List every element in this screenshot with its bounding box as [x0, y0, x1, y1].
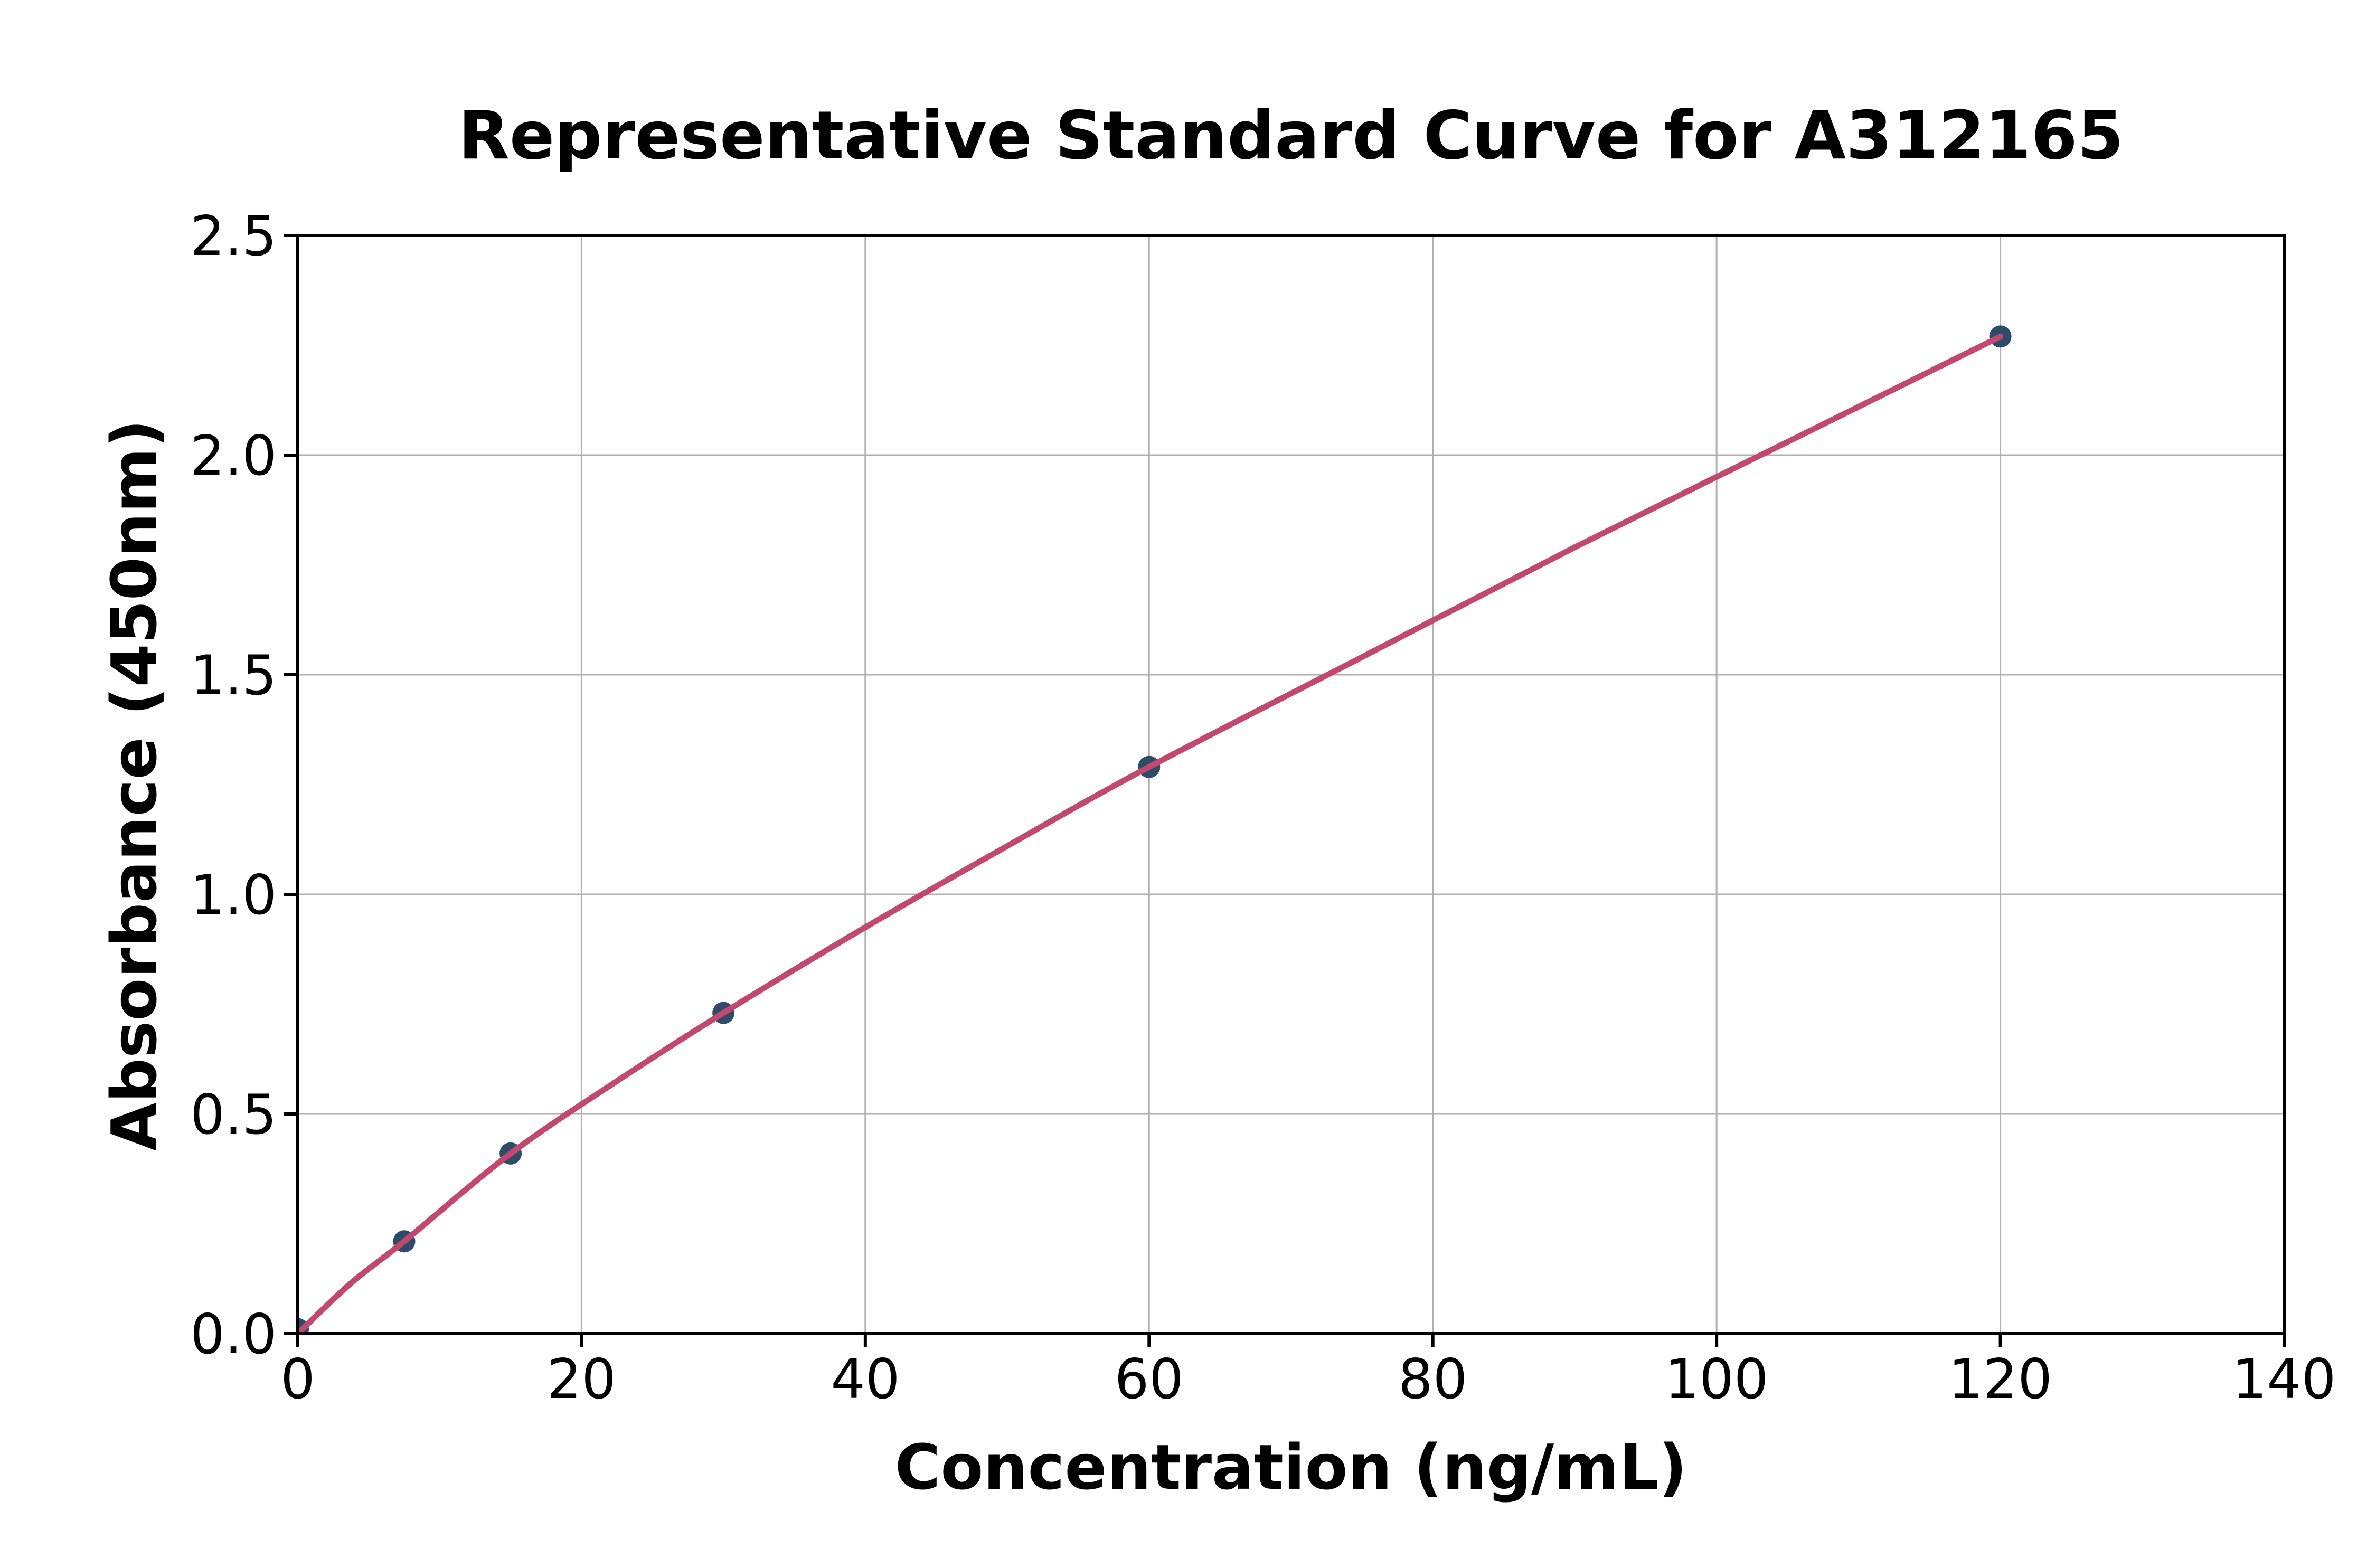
x-tick-label: 0: [280, 1348, 315, 1411]
tick-marks: [284, 234, 2286, 1347]
x-tick-label: 40: [831, 1348, 900, 1411]
x-tick-label: 100: [1665, 1348, 1769, 1411]
x-axis-title: Concentration (ng/mL): [895, 1431, 1687, 1504]
y-tick-label: 2.5: [190, 205, 277, 268]
y-tick-label: 0.0: [190, 1303, 277, 1366]
y-axis-title: Absorbance (450nm): [98, 419, 171, 1151]
x-tick-label: 140: [2232, 1348, 2336, 1411]
tick-labels: 0 20 40 60 80 100 120 140 0.0 0.5 1.0 1.5 2.0 2.5: [190, 205, 2336, 1411]
y-tick-label: 1.5: [190, 644, 277, 707]
x-tick-label: 80: [1398, 1348, 1467, 1411]
y-tick-label: 0.5: [190, 1083, 277, 1147]
x-tick-label: 20: [547, 1348, 616, 1411]
x-tick-label: 120: [1948, 1348, 2052, 1411]
y-tick-label: 2.0: [190, 424, 277, 488]
x-tick-label: 60: [1115, 1348, 1184, 1411]
y-tick-label: 1.0: [190, 864, 277, 927]
plot-border: [296, 234, 2286, 1335]
fit-curve-path: [298, 333, 2004, 1334]
data-layer: [298, 325, 2012, 1334]
chart-title: Representative Standard Curve for A31216…: [458, 97, 2124, 174]
